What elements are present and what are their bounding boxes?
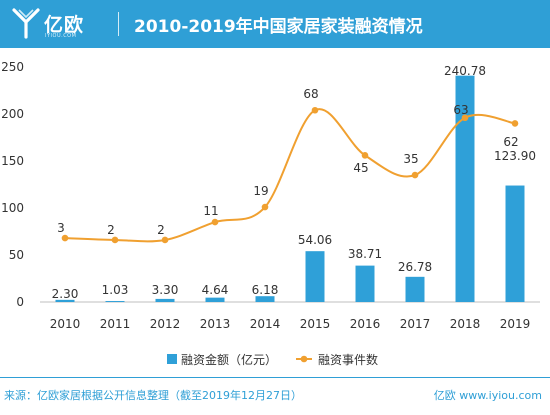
x-tick-label: 2019 [500, 317, 531, 331]
bar-value-label: 2.30 [52, 287, 79, 301]
line-value-label: 63 [453, 103, 468, 117]
x-tick-label: 2013 [200, 317, 231, 331]
line-point-2019 [511, 120, 519, 127]
line-value-label: 68 [303, 87, 318, 101]
bar-2019 [505, 185, 525, 302]
x-tick-label: 2018 [450, 317, 481, 331]
footer-brand: 亿欧 www.iyiou.com [433, 389, 542, 402]
line-value-label: 35 [403, 152, 418, 166]
footer-divider [0, 377, 550, 378]
bar-2011 [105, 301, 125, 302]
chart-svg: 0 50 100 150 200 250 3 2 2 11 19 68 45 35 63 62 2.30 1.03… [1, 60, 540, 367]
line-value-label: 2 [107, 223, 115, 237]
header-divider [118, 12, 119, 36]
line-value-label: 45 [353, 161, 368, 175]
y-tick-label: 200 [1, 107, 24, 121]
line-value-label: 62 [503, 135, 518, 149]
line-value-label: 2 [157, 223, 165, 237]
x-tick-label: 2012 [150, 317, 181, 331]
bar-value-label: 1.03 [102, 283, 129, 297]
source-note: 来源：亿欧家居根据公开信息整理（截至2019年12月27日） [4, 389, 302, 402]
bar-value-label: 240.78 [444, 64, 486, 78]
bar-value-label: 3.30 [152, 283, 179, 297]
x-tick-label: 2015 [300, 317, 331, 331]
bar-2010 [55, 299, 75, 302]
bar-2018 [455, 75, 475, 302]
line-value-label: 11 [203, 204, 218, 218]
line-point-2017 [411, 171, 419, 179]
bar-2017 [405, 276, 425, 302]
bar-2016 [355, 265, 375, 302]
line-point-2011 [111, 236, 119, 244]
legend-swatch-bar [167, 354, 177, 364]
x-tick-label: 2016 [350, 317, 381, 331]
line-point-2010 [61, 234, 69, 242]
y-tick-label: 50 [9, 248, 24, 262]
x-tick-label: 2010 [50, 317, 81, 331]
logo-mark-icon [12, 8, 40, 39]
bar-value-label: 26.78 [398, 260, 432, 274]
bar-2015 [305, 251, 325, 302]
line-point-2015 [311, 106, 319, 114]
line-point-2014 [261, 203, 269, 211]
bar-2013 [205, 297, 225, 302]
legend-label-amount: 融资金额（亿元） [181, 352, 277, 367]
line-value-label: 3 [57, 221, 65, 235]
line-point-2013 [211, 218, 219, 226]
logo-text: 亿欧 [44, 14, 85, 36]
line-point-2016 [361, 152, 369, 159]
header-bar: 亿欧 IYIOU.COM 2010-2019年中国家居家装融资情况 [0, 0, 550, 48]
line-point-2018 [461, 114, 469, 122]
legend-swatch-marker [300, 355, 308, 363]
bar-value-label: 4.64 [202, 283, 229, 297]
x-tick-label: 2017 [400, 317, 431, 331]
y-tick-label: 250 [1, 60, 24, 74]
bar-value-label: 6.18 [252, 283, 279, 297]
bar-2012 [155, 298, 175, 302]
chart-title: 2010-2019年中国家居家装融资情况 [134, 17, 423, 37]
line-value-label: 19 [253, 184, 268, 198]
y-tick-label: 100 [1, 201, 24, 215]
x-tick-label: 2014 [250, 317, 281, 331]
bar-value-label: 38.71 [348, 247, 382, 261]
legend-label-count: 融资事件数 [318, 352, 378, 367]
logo-subtext: IYIOU.COM [45, 33, 77, 39]
line-point-2012 [161, 236, 169, 244]
line-series-path [64, 108, 516, 243]
bar-value-label: 54.06 [298, 233, 332, 247]
brand-logo: 亿欧 IYIOU.COM [12, 7, 112, 43]
bar-2014 [255, 296, 275, 302]
y-tick-label: 0 [16, 295, 24, 309]
bar-value-label: 123.90 [494, 149, 536, 163]
y-tick-label: 150 [1, 154, 24, 168]
x-tick-label: 2011 [100, 317, 131, 331]
